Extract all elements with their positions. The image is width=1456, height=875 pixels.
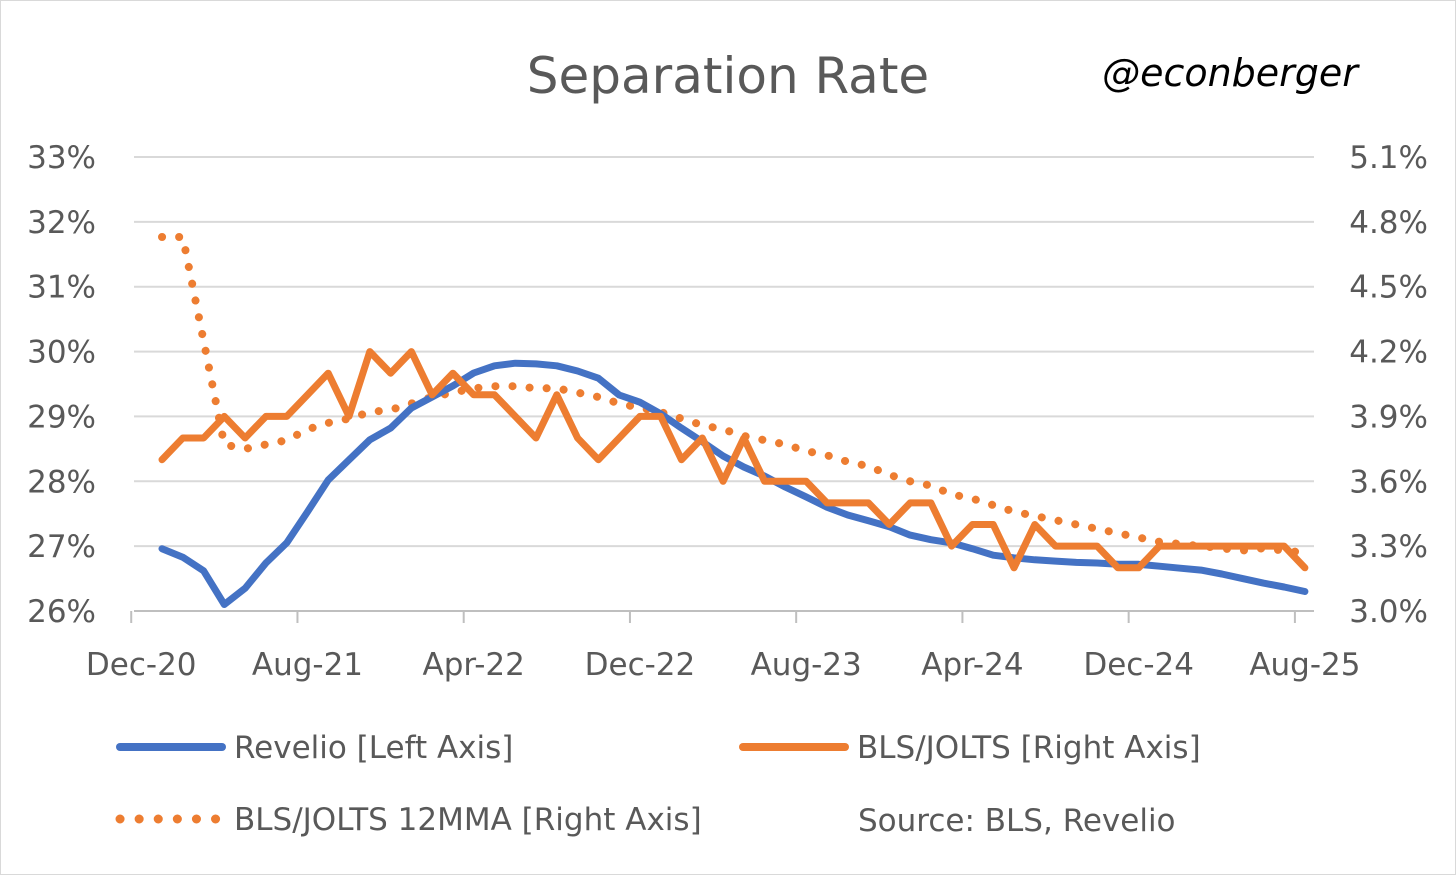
author-handle: @econberger — [1102, 51, 1360, 95]
left-tick-label: 31% — [27, 270, 96, 306]
x-tick-label: Dec-20 — [86, 647, 197, 683]
left-tick-label: 33% — [27, 140, 96, 176]
left-tick-label: 26% — [27, 594, 96, 630]
right-axis-ticks: 3.0% 3.3% 3.6% 3.9% 4.2% 4.5% 4.8% 5.1% — [1349, 140, 1428, 630]
right-tick-label: 5.1% — [1349, 140, 1428, 176]
left-tick-label: 32% — [27, 205, 96, 241]
source-note: Source: BLS, Revelio — [858, 803, 1176, 839]
left-tick-label: 30% — [27, 335, 96, 371]
legend-label: BLS/JOLTS [Right Axis] — [857, 730, 1201, 766]
right-tick-label: 4.8% — [1349, 205, 1428, 241]
x-tick-label: Dec-22 — [585, 647, 696, 683]
right-tick-label: 4.2% — [1349, 335, 1428, 371]
left-tick-label: 29% — [27, 399, 96, 435]
series-lines — [158, 233, 1309, 608]
legend: Revelio [Left Axis] BLS/JOLTS [Right Axis… — [115, 730, 1201, 838]
x-axis: Dec-20 Aug-21 Apr-22 Dec-22 Aug-23 Apr-24 Dec-… — [86, 611, 1360, 683]
right-tick-label: 3.6% — [1349, 464, 1428, 500]
legend-label: Revelio [Left Axis] — [234, 730, 513, 766]
left-tick-label: 27% — [27, 529, 96, 565]
x-tick-label: Dec-24 — [1083, 647, 1194, 683]
right-tick-label: 3.3% — [1349, 529, 1428, 565]
series-line-bls-jolts-12mma-right-axis — [158, 233, 1309, 557]
left-axis-ticks: 26% 27% 28% 29% 30% 31% 32% 33% — [27, 140, 96, 630]
right-tick-label: 3.0% — [1349, 594, 1428, 630]
right-tick-label: 3.9% — [1349, 399, 1428, 435]
x-tick-label: Apr-24 — [921, 647, 1023, 683]
series-line-bls-jolts-right-axis — [158, 348, 1309, 572]
x-tick-label: Aug-25 — [1249, 647, 1360, 683]
x-tick-label: Aug-23 — [751, 647, 862, 683]
right-tick-label: 4.5% — [1349, 270, 1428, 306]
legend-label: BLS/JOLTS 12MMA [Right Axis] — [234, 802, 702, 838]
left-tick-label: 28% — [27, 464, 96, 500]
gridlines — [134, 156, 1314, 612]
x-tick-label: Apr-22 — [423, 647, 525, 683]
chart-title: Separation Rate — [527, 47, 929, 105]
x-tick-label: Aug-21 — [252, 647, 363, 683]
